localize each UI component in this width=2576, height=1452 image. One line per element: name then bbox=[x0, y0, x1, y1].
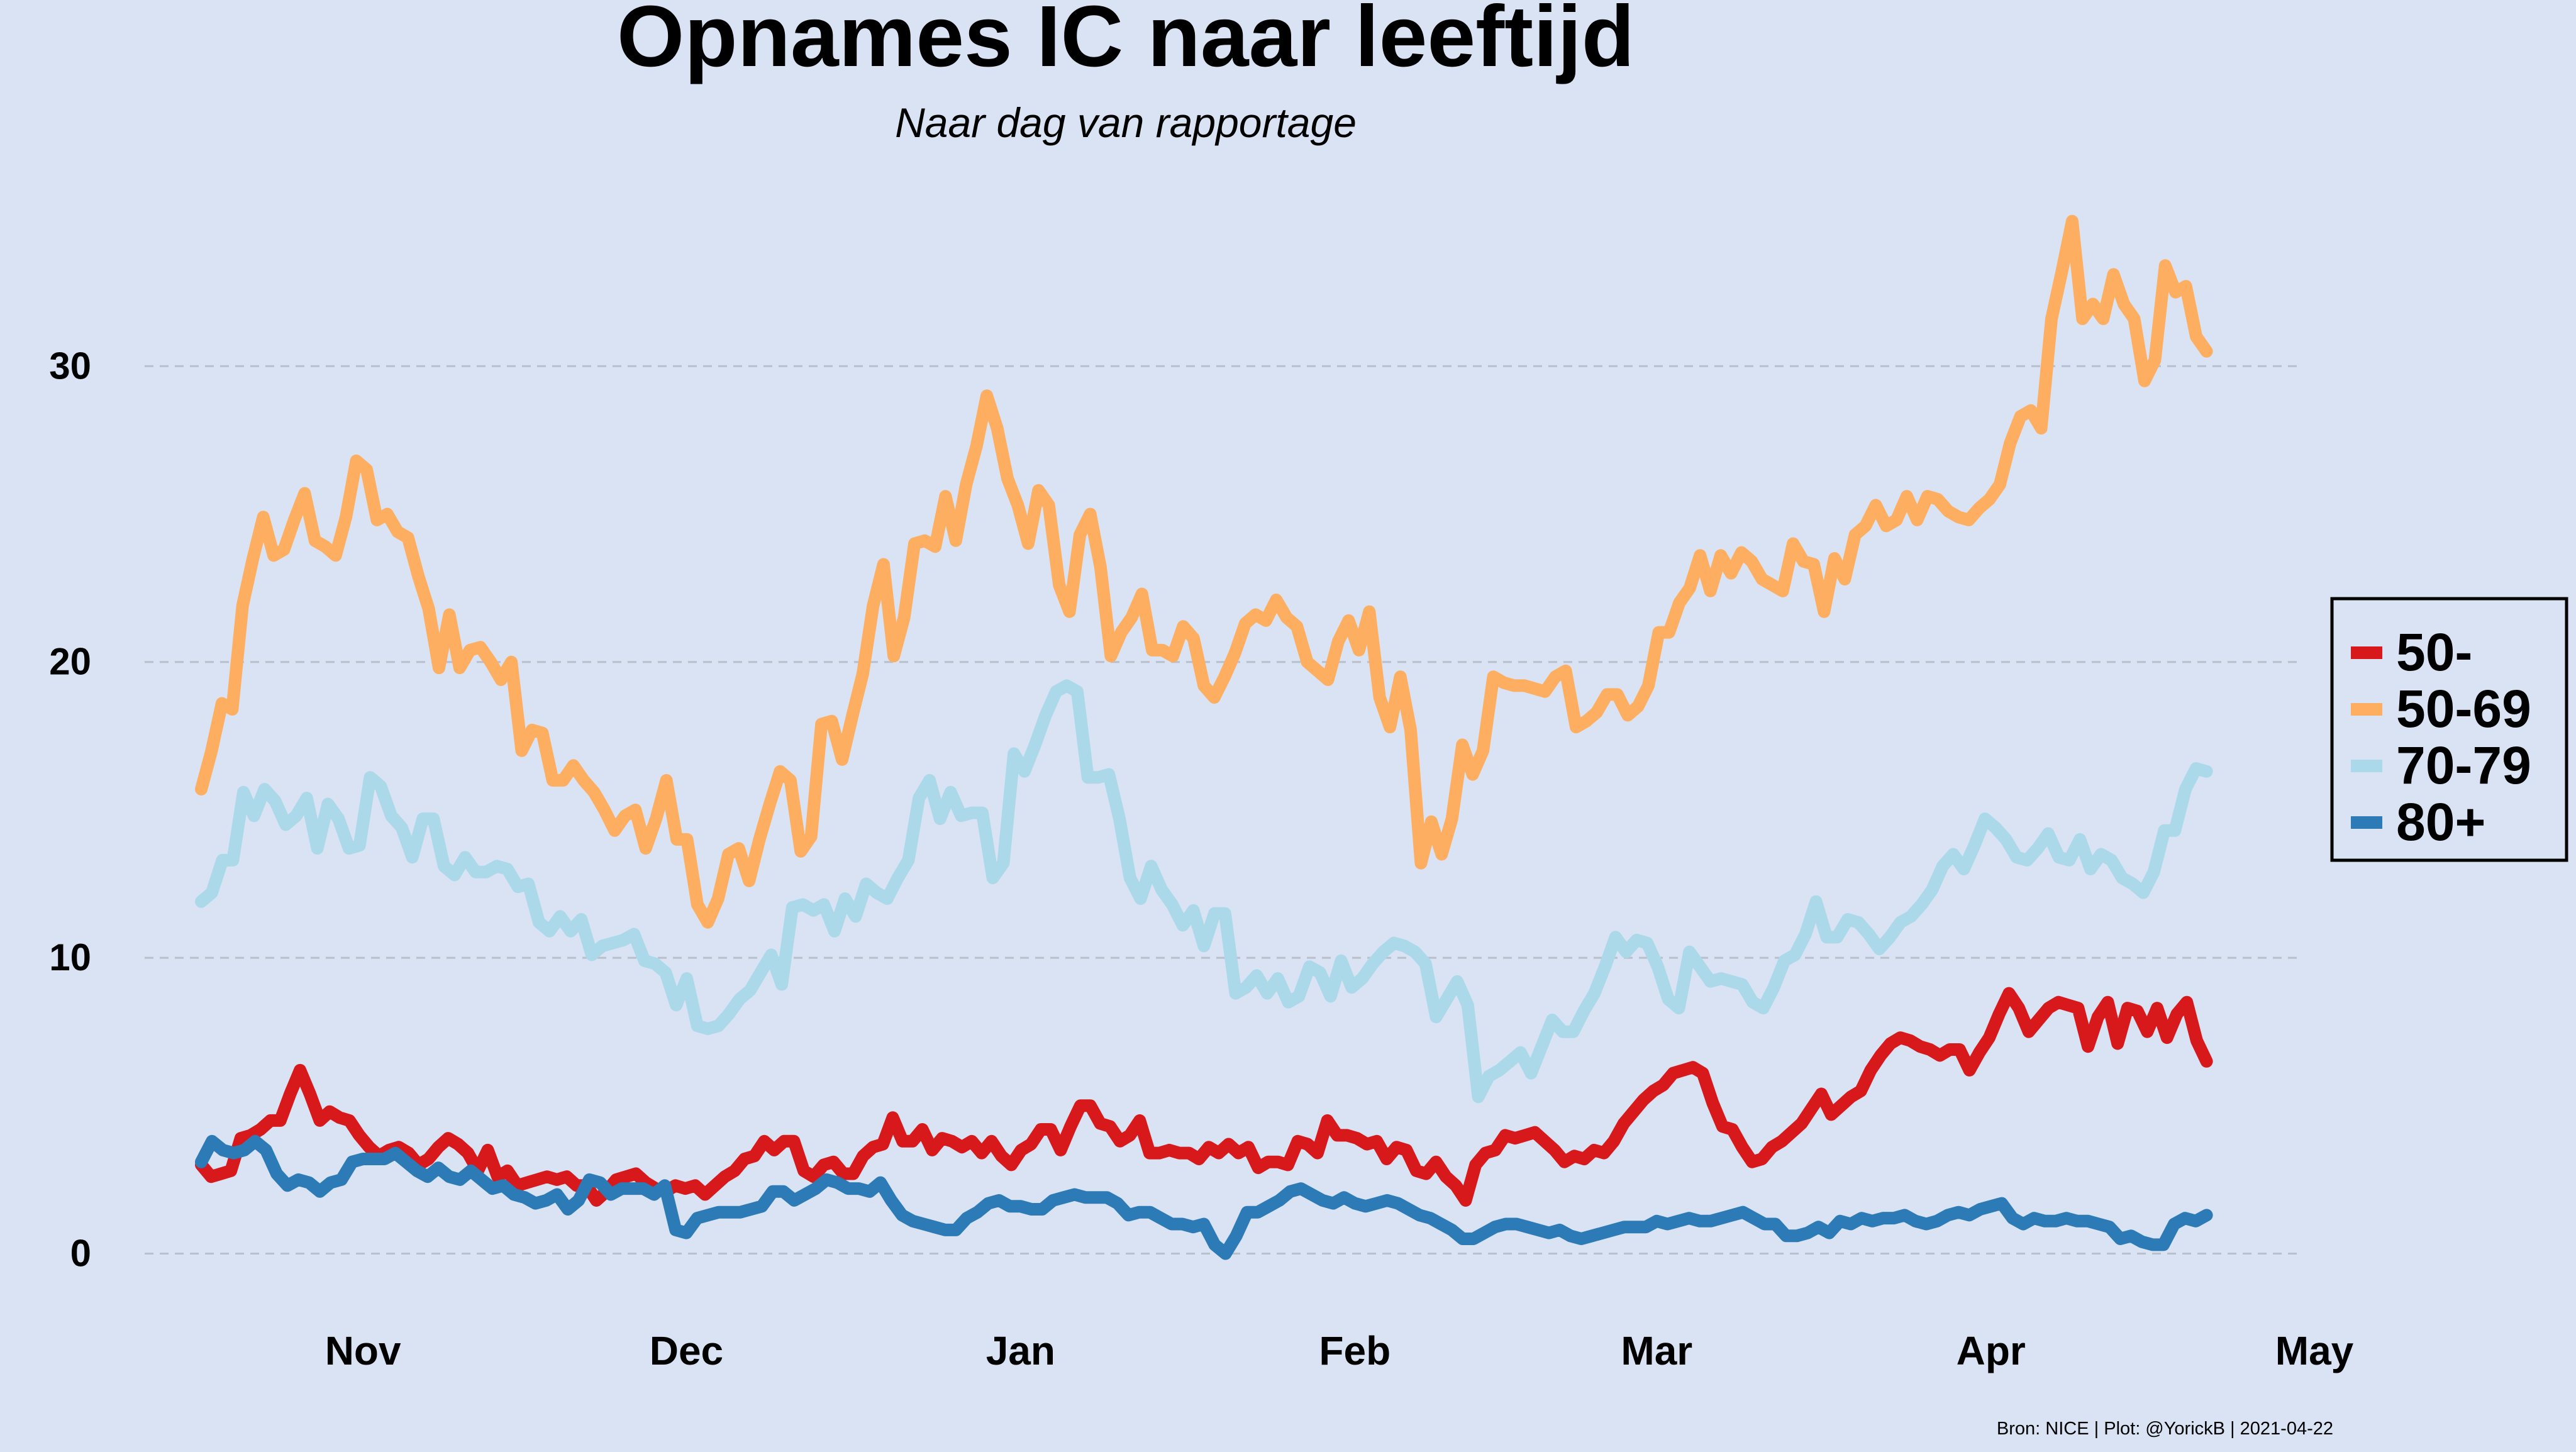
x-tick-label-feb: Feb bbox=[1319, 1328, 1391, 1373]
legend-label: 50- bbox=[2396, 623, 2472, 682]
x-axis-ticks: Nov Dec Jan Feb Mar Apr May bbox=[325, 1328, 2354, 1373]
series-line-80 bbox=[195, 1134, 2213, 1260]
x-tick-label-mar: Mar bbox=[1621, 1328, 1692, 1373]
chart-caption: Bron: NICE | Plot: @YorickB | 2021-04-22 bbox=[1997, 1419, 2333, 1439]
x-tick-label-jan: Jan bbox=[986, 1328, 1055, 1373]
y-axis-ticks: 0 10 20 30 bbox=[49, 345, 91, 1274]
series-line-50-69 bbox=[195, 214, 2213, 929]
y-tick-label: 20 bbox=[49, 641, 91, 683]
y-tick-label: 10 bbox=[49, 936, 91, 978]
chart-title: Opnames IC naar leeftijd bbox=[617, 0, 1635, 85]
series-line-70-79 bbox=[195, 679, 2213, 1104]
series-lines bbox=[195, 214, 2213, 1260]
x-tick-label-apr: Apr bbox=[1957, 1328, 2026, 1373]
legend-label: 70-79 bbox=[2396, 736, 2531, 795]
y-tick-label: 0 bbox=[70, 1233, 91, 1275]
legend-label: 50-69 bbox=[2396, 679, 2531, 738]
series-line-50 bbox=[195, 987, 2213, 1207]
x-tick-label-may: May bbox=[2275, 1328, 2354, 1373]
x-tick-label-nov: Nov bbox=[325, 1328, 401, 1373]
x-tick-label-dec: Dec bbox=[650, 1328, 723, 1373]
y-tick-label: 30 bbox=[49, 345, 91, 387]
legend-label: 80+ bbox=[2396, 792, 2486, 851]
chart-subtitle: Naar dag van rapportage bbox=[895, 99, 1357, 146]
